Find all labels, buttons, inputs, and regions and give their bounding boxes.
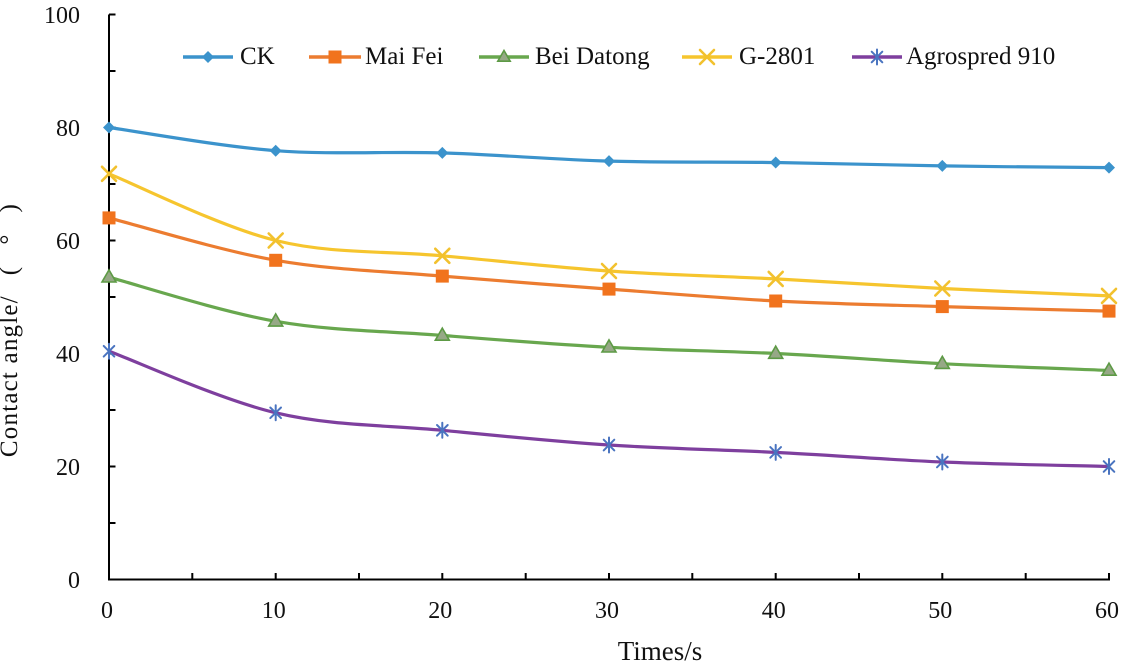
svg-text:Bei Datong: Bei Datong (535, 43, 650, 70)
svg-text:Mai Fei: Mai Fei (365, 43, 444, 70)
svg-text:60: 60 (1095, 598, 1119, 624)
svg-text:60: 60 (56, 229, 80, 255)
svg-text:30: 30 (595, 598, 619, 624)
svg-text:20: 20 (428, 598, 452, 624)
svg-text:G-2801: G-2801 (739, 43, 815, 70)
svg-text:40: 40 (56, 342, 80, 368)
svg-text:10: 10 (262, 598, 286, 624)
svg-text:CK: CK (240, 43, 275, 70)
svg-text:Agrospred 910: Agrospred 910 (906, 43, 1055, 70)
svg-text:50: 50 (928, 598, 952, 624)
svg-text:40: 40 (762, 598, 786, 624)
svg-text:20: 20 (56, 455, 80, 481)
svg-text:0: 0 (101, 598, 113, 624)
svg-text:Contact angle/(°): Contact angle/(°) (0, 203, 23, 457)
svg-text:80: 80 (56, 116, 80, 142)
svg-text:Times/s: Times/s (618, 636, 703, 666)
svg-text:0: 0 (68, 568, 80, 594)
svg-text:100: 100 (44, 3, 80, 29)
